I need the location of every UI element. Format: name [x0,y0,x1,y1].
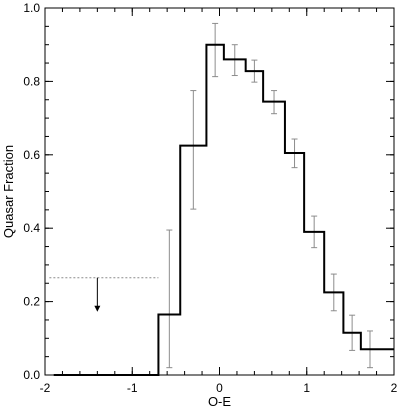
error-bars [166,22,374,369]
x-axis-label: O-E [208,394,231,409]
histogram-step-line [53,43,394,376]
y-tick-label: 0.4 [23,221,40,235]
plot-frame [44,7,395,376]
y-tick-label: 0.8 [23,74,40,88]
upper-limit-marker [49,277,159,312]
y-tick-label: 1.0 [23,1,40,15]
x-tick-label: 2 [391,381,398,395]
y-tick-label: 0.0 [23,368,40,382]
axis-ticks [44,7,395,376]
x-tick-label: 0 [216,381,223,395]
y-tick-labels: 0.0 0.2 0.4 0.6 0.8 1.0 [23,1,40,382]
y-tick-label: 0.6 [23,148,40,162]
x-tick-label: -1 [127,381,138,395]
x-tick-labels: -2 -1 0 1 2 [40,381,398,395]
y-axis-label: Quasar Fraction [1,145,16,238]
x-tick-label: -2 [40,381,51,395]
y-tick-label: 0.2 [23,295,40,309]
histogram-series [53,43,394,376]
upper-limit-arrow-head [94,305,101,312]
x-tick-label: 1 [303,381,310,395]
